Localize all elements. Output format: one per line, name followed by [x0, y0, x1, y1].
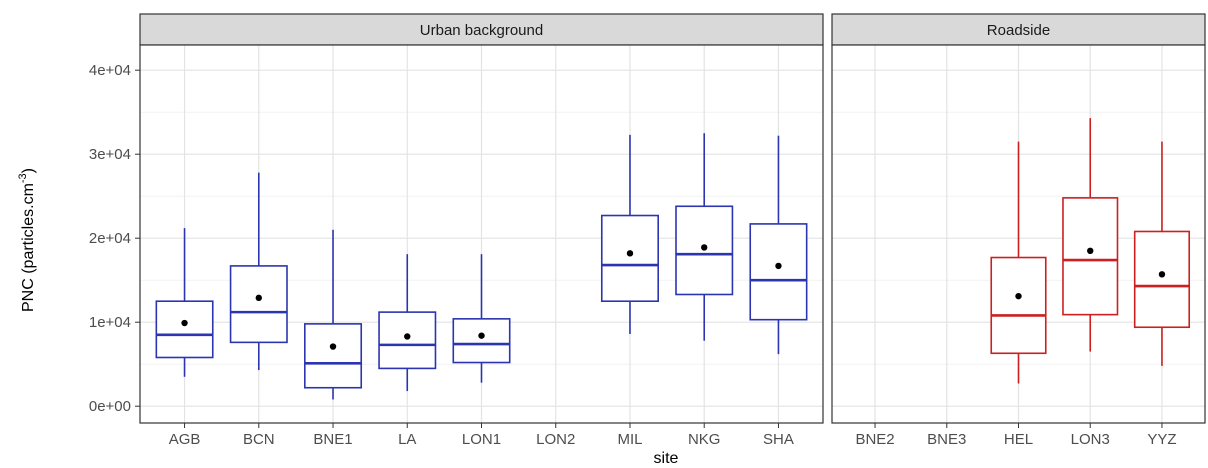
mean-point	[255, 294, 262, 302]
box-la	[378, 254, 437, 392]
mean-point	[1087, 247, 1094, 254]
box-bne1	[304, 229, 363, 400]
y-tick-label: 3e+04	[89, 146, 131, 163]
x-tick-label: LON2	[536, 431, 575, 448]
x-tick-label: LON1	[462, 431, 501, 448]
x-tick-label: LA	[398, 431, 416, 448]
facet-strip	[831, 13, 1206, 46]
panel-urban-background: Urban background AGB BCN BNE1 LA LON1 LON2 MIL N…	[139, 13, 824, 448]
y-axis-title-superscript: -3	[17, 173, 29, 183]
x-tick-label: LON3	[1071, 431, 1110, 448]
iqr-box	[1062, 197, 1119, 316]
iqr-box	[155, 300, 214, 359]
x-tick-label: AGB	[169, 431, 201, 448]
x-tick-label: YYZ	[1147, 431, 1176, 448]
box-mil	[600, 134, 659, 334]
mean-point	[181, 319, 188, 327]
box-agb	[155, 228, 214, 377]
x-tick-label: NKG	[688, 431, 721, 448]
facet-strip-label: Urban background	[420, 22, 543, 39]
y-tick-label: 4e+04	[89, 62, 131, 79]
y-tick-label: 1e+04	[89, 314, 131, 331]
box-bcn	[229, 172, 288, 371]
y-tick-label: 0e+00	[89, 398, 131, 415]
iqr-box	[452, 318, 511, 364]
mean-point	[701, 244, 708, 251]
facet-strip	[139, 13, 824, 46]
y-axis-title: PNC (particles.cm-3)	[17, 168, 37, 312]
mean-point	[404, 333, 411, 340]
box-hel	[990, 141, 1047, 384]
mean-point	[775, 262, 782, 270]
box-lon3	[1062, 118, 1119, 352]
iqr-box	[600, 214, 659, 303]
box-sha	[749, 135, 808, 355]
iqr-box	[229, 265, 288, 344]
mean-point	[626, 250, 634, 257]
mean-point	[478, 332, 485, 339]
mean-point	[329, 343, 337, 350]
iqr-box	[990, 256, 1047, 355]
box-nkg	[675, 133, 734, 341]
iqr-box	[749, 223, 808, 321]
y-axis: 0e+00 1e+04 2e+04 3e+04 4e+04	[89, 62, 140, 415]
x-tick-label: BCN	[243, 431, 275, 448]
x-tick-label: BNE1	[313, 431, 352, 448]
x-tick-label: HEL	[1004, 431, 1033, 448]
panel-roadside: Roadside BNE2 BNE3 HEL LON3 YYZ	[831, 13, 1206, 448]
mean-point	[1158, 271, 1166, 278]
x-tick-label: BNE3	[927, 431, 966, 448]
iqr-box	[378, 311, 437, 370]
x-tick-label: SHA	[763, 431, 794, 448]
box-lon1	[452, 254, 511, 383]
mean-point	[1015, 292, 1022, 300]
x-tick-label: MIL	[617, 431, 642, 448]
facet-strip-label: Roadside	[987, 22, 1050, 39]
panels: Urban background AGB BCN BNE1 LA LON1 LON2 MIL N…	[139, 13, 1206, 448]
y-axis-title-close: )	[20, 168, 37, 173]
x-axis-title: site	[654, 450, 679, 467]
iqr-box	[304, 323, 363, 389]
y-tick-label: 2e+04	[89, 230, 131, 247]
x-tick-label: BNE2	[855, 431, 894, 448]
iqr-box	[1133, 230, 1191, 329]
box-yyz	[1133, 141, 1191, 366]
